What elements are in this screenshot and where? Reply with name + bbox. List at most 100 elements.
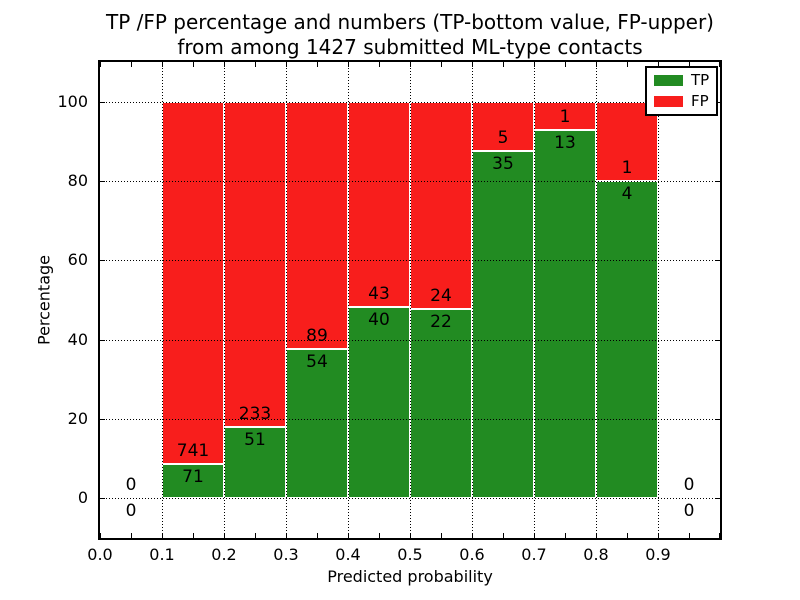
- tp-count-label: 13: [554, 133, 576, 153]
- x-tick-label: 0.9: [645, 545, 671, 564]
- x-tick-mark: [162, 533, 163, 538]
- y-tick-mark: [100, 419, 105, 420]
- x-tick-mark: [627, 533, 628, 538]
- x-tick-mark: [410, 533, 411, 538]
- gridline-vertical: [224, 62, 225, 538]
- fp-count-label: 5: [497, 128, 509, 149]
- x-tick-mark: [100, 533, 101, 538]
- x-tick-label: 0.5: [397, 545, 423, 564]
- x-tick-mark: [472, 533, 473, 538]
- chart-title-line2: from among 1427 submitted ML-type contac…: [177, 35, 643, 59]
- bar-segment-tp: [348, 307, 410, 499]
- tp-count-label: 0: [683, 501, 695, 522]
- x-tick-mark-top: [162, 62, 163, 67]
- tp-count-label: 0: [125, 501, 137, 522]
- bar-segment-tp: [472, 151, 534, 499]
- gridline-vertical: [348, 62, 349, 538]
- y-tick-mark: [100, 339, 105, 341]
- fp-count-label: 233: [238, 404, 272, 425]
- x-tick-mark: [719, 533, 720, 538]
- x-tick-mark-top: [441, 62, 442, 67]
- x-tick-mark: [596, 533, 597, 538]
- y-tick-mark: [100, 498, 105, 500]
- x-tick-label: 0.6: [459, 545, 485, 564]
- y-tick-label: 60: [67, 250, 88, 270]
- gridline-vertical: [596, 62, 597, 538]
- y-tick-mark-right: [715, 498, 720, 500]
- x-tick-mark: [286, 533, 287, 538]
- x-tick-label: 0.3: [273, 545, 299, 564]
- fp-count-label: 0: [683, 475, 695, 496]
- x-tick-mark-top: [689, 62, 690, 67]
- x-tick-mark: [317, 533, 318, 538]
- bar-segment-tp: [162, 463, 224, 499]
- tp-count-label: 22: [430, 311, 452, 332]
- gridline-vertical: [162, 62, 163, 538]
- tp-count-label: 4: [621, 184, 633, 204]
- x-tick-mark: [131, 533, 132, 538]
- bar-segment-fp: [286, 101, 348, 349]
- x-tick-mark: [565, 533, 566, 538]
- y-tick-mark: [100, 181, 105, 182]
- tp-count-label: 54: [306, 351, 328, 372]
- y-tick-mark: [100, 101, 105, 103]
- x-tick-label: 0.0: [87, 545, 113, 564]
- gridline-vertical: [534, 62, 535, 538]
- y-tick-mark: [100, 260, 105, 262]
- legend-label-fp: FP: [691, 92, 709, 110]
- bar-segment-tp: [224, 427, 286, 499]
- x-tick-mark: [348, 533, 349, 538]
- x-tick-mark-top: [472, 62, 473, 67]
- y-tick-mark-right: [715, 181, 720, 182]
- x-tick-mark-top: [379, 62, 380, 67]
- x-tick-mark-top: [224, 62, 225, 67]
- x-tick-mark: [441, 533, 442, 538]
- x-tick-mark-top: [317, 62, 318, 67]
- x-tick-mark: [379, 533, 380, 538]
- x-tick-mark-top: [410, 62, 411, 67]
- gridline-vertical: [658, 62, 659, 538]
- fp-count-label: 89: [306, 325, 328, 346]
- x-tick-mark-top: [255, 62, 256, 67]
- fp-count-label: 741: [176, 440, 210, 461]
- x-tick-label: 0.7: [521, 545, 547, 564]
- chart-title: TP /FP percentage and numbers (TP-bottom…: [98, 10, 722, 60]
- x-tick-mark-top: [627, 62, 628, 67]
- x-tick-mark-top: [100, 62, 101, 67]
- tp-count-label: 71: [182, 466, 204, 487]
- x-tick-mark-top: [565, 62, 566, 67]
- y-tick-mark-right: [715, 339, 720, 341]
- bar-segment-fp: [472, 101, 534, 152]
- fp-count-label: 0: [125, 475, 137, 496]
- x-tick-mark-top: [658, 62, 659, 67]
- bar-segment-fp: [162, 101, 224, 464]
- x-tick-mark: [534, 533, 535, 538]
- x-tick-label: 0.8: [583, 545, 609, 564]
- y-tick-mark-right: [715, 260, 720, 262]
- legend-entry-fp: FP: [654, 94, 709, 109]
- bar-segment-fp: [348, 101, 410, 308]
- legend-swatch-fp-icon: [654, 96, 683, 107]
- chart-title-line1: TP /FP percentage and numbers (TP-bottom…: [106, 10, 714, 34]
- x-tick-mark-top: [193, 62, 194, 67]
- x-tick-mark-top: [131, 62, 132, 67]
- x-axis-label: Predicted probability: [327, 567, 493, 586]
- x-tick-mark: [503, 533, 504, 538]
- bar-segment-fp: [224, 101, 286, 428]
- x-tick-mark: [224, 533, 225, 538]
- x-tick-mark-top: [503, 62, 504, 67]
- fp-count-label: 1: [559, 107, 571, 127]
- x-tick-mark-top: [348, 62, 349, 67]
- y-tick-label: 40: [67, 329, 88, 349]
- legend-label-tp: TP: [691, 71, 710, 89]
- bar-segment-tp: [534, 130, 596, 499]
- y-tick-label: 0: [77, 488, 88, 508]
- tp-count-label: 40: [368, 310, 390, 331]
- fp-count-label: 1: [621, 158, 633, 178]
- y-tick-label: 80: [67, 171, 88, 190]
- gridline-vertical: [286, 62, 287, 538]
- x-tick-label: 0.4: [335, 545, 361, 564]
- x-tick-label: 0.2: [211, 545, 237, 564]
- gridline-vertical: [410, 62, 411, 538]
